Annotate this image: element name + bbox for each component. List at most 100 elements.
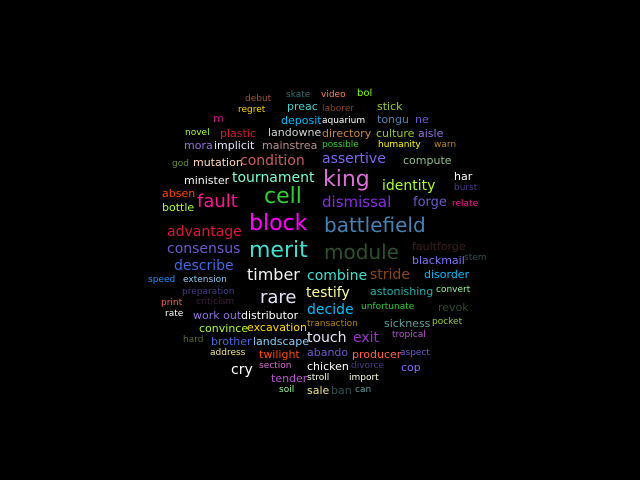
word: module: [324, 240, 399, 264]
word: aquarium: [322, 116, 366, 126]
word: aspect: [400, 348, 430, 358]
word: speed: [148, 275, 176, 285]
word: convert: [436, 285, 471, 295]
word: god: [172, 159, 189, 169]
word: distributor: [241, 309, 299, 322]
word: exit: [353, 330, 380, 346]
word: rate: [165, 309, 184, 319]
word: decide: [307, 302, 354, 318]
word: astonishing: [370, 285, 434, 298]
word: bol: [357, 88, 373, 99]
word: soil: [279, 385, 295, 395]
word: transaction: [307, 319, 358, 329]
word: forge: [413, 195, 447, 210]
word: tender: [271, 372, 308, 385]
word: print: [161, 298, 183, 308]
word: cry: [231, 362, 253, 378]
word: har: [454, 170, 473, 183]
word: revok: [438, 301, 469, 314]
word: sickness: [384, 317, 431, 330]
word: cell: [264, 184, 302, 209]
word: blackmail: [412, 254, 465, 267]
word: brother: [211, 335, 252, 348]
word: landowne: [268, 126, 322, 139]
word: combine: [307, 268, 368, 284]
word: humanity: [378, 140, 421, 150]
word: stem: [464, 253, 487, 263]
word: aisle: [418, 127, 444, 140]
word: tongu: [377, 113, 409, 126]
word: mainstrea: [262, 139, 318, 152]
word: warn: [434, 140, 457, 150]
word: disorder: [424, 268, 470, 281]
word: advantage: [167, 224, 242, 240]
word: unfortunate: [361, 302, 415, 312]
word: video: [321, 90, 346, 100]
word: regret: [238, 105, 266, 115]
word: ne: [415, 113, 429, 126]
word: dismissal: [322, 193, 392, 211]
word: skate: [286, 90, 311, 100]
word: mora: [184, 139, 213, 152]
word: rare: [260, 287, 297, 308]
word: novel: [185, 128, 210, 138]
word: criticism: [196, 297, 235, 307]
word: assertive: [322, 151, 386, 167]
word: work out: [193, 309, 242, 322]
word: tournament: [232, 170, 315, 186]
word: bottle: [162, 201, 195, 214]
word: touch: [307, 330, 347, 346]
word: section: [259, 361, 292, 371]
word: deposit: [281, 114, 322, 127]
word: stroll: [307, 373, 330, 383]
word: chicken: [307, 360, 349, 373]
word: ban: [331, 384, 352, 397]
word: pocket: [432, 317, 463, 327]
word: preac: [287, 100, 318, 113]
word: twilight: [259, 348, 300, 361]
word: stride: [370, 267, 410, 283]
word: condition: [240, 153, 305, 169]
word: implicit: [214, 139, 255, 152]
word: identity: [382, 178, 436, 194]
word: laborer: [322, 104, 354, 114]
word: preparation: [182, 287, 235, 297]
word: merit: [249, 238, 308, 263]
word: absen: [162, 187, 196, 200]
word: consensus: [167, 241, 241, 257]
word: can: [355, 385, 372, 395]
word: cop: [401, 361, 421, 374]
word: directory: [322, 127, 372, 140]
word: convince: [199, 322, 249, 335]
word: relate: [452, 199, 479, 209]
word: minister: [184, 174, 230, 187]
word: debut: [245, 94, 272, 104]
word: tropical: [392, 330, 426, 340]
word: landscape: [253, 335, 310, 348]
word: block: [249, 211, 308, 236]
word: excavation: [247, 321, 308, 334]
word: culture: [376, 127, 415, 140]
word: m: [213, 112, 224, 125]
word: plastic: [220, 127, 256, 140]
word: producer: [352, 348, 402, 361]
word: possible: [322, 140, 359, 150]
word: timber: [247, 265, 300, 284]
word: king: [323, 167, 370, 192]
word: stick: [377, 100, 403, 113]
word: hard: [183, 335, 204, 345]
word: divorce: [351, 361, 385, 371]
word: mutation: [193, 156, 243, 169]
word: address: [210, 348, 246, 358]
word: sale: [307, 384, 330, 397]
word: compute: [403, 154, 452, 167]
word: faultforge: [412, 240, 466, 253]
word: import: [349, 373, 379, 383]
word: testify: [306, 285, 350, 301]
word: describe: [174, 258, 234, 274]
word: abando: [307, 346, 349, 359]
word: extension: [183, 275, 227, 285]
word: fault: [197, 191, 238, 212]
word: battlefield: [324, 213, 426, 237]
